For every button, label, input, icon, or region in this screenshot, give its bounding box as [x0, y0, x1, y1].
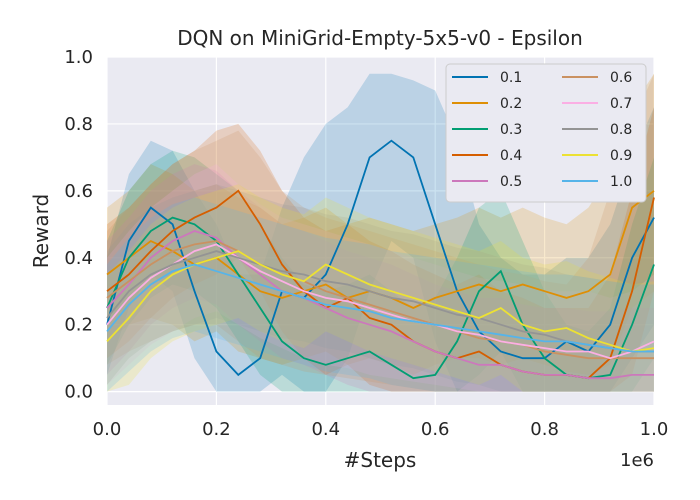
x-tick-label: 0.8 — [530, 419, 559, 440]
x-axis-label: #Steps — [344, 448, 417, 472]
y-tick-label: 0.2 — [64, 315, 93, 336]
legend-box — [445, 63, 647, 203]
line-series-0.7 — [106, 243, 655, 360]
x-offset-label: 1e6 — [620, 450, 654, 471]
band-series-0.2 — [107, 73, 654, 375]
y-tick-label: 0.6 — [64, 181, 93, 202]
line-series-0.6 — [106, 240, 654, 360]
x-tick-label: 0.6 — [421, 419, 450, 440]
chart-title: DQN on MiniGrid-Empty-5x5-v0 - Epsilon — [177, 26, 583, 50]
line-series-0.8 — [106, 250, 654, 353]
legend-label-0.7: 0.7 — [610, 96, 632, 112]
y-tick-labels: 0.0 0.2 0.4 0.6 0.8 1.0 — [64, 47, 93, 403]
legend-label-0.1: 0.1 — [500, 70, 522, 86]
line-series-0.9 — [106, 250, 655, 353]
y-tick-label: 0.8 — [64, 114, 93, 135]
band-series-0.7 — [107, 164, 654, 392]
band-series-0.3 — [107, 150, 654, 392]
legend-label-0.8: 0.8 — [610, 122, 632, 138]
band-series-0.5 — [107, 164, 654, 392]
line-series-0.3 — [106, 216, 655, 380]
legend-label-0.9: 0.9 — [610, 148, 632, 164]
legend-label-0.3: 0.3 — [500, 122, 522, 138]
series-lines — [106, 139, 655, 380]
x-tick-label: 0.2 — [202, 419, 231, 440]
y-tick-label: 1.0 — [64, 47, 93, 68]
y-tick-label: 0.4 — [64, 248, 93, 269]
line-series-0.1 — [106, 139, 655, 377]
line-series-1.0 — [106, 263, 654, 353]
legend: 0.1 0.2 0.3 0.4 0.5 0.6 0.7 0.8 0.9 1.0 — [445, 63, 647, 203]
x-tick-label: 0.4 — [311, 419, 340, 440]
legend-label-1.0: 1.0 — [610, 174, 632, 190]
legend-label-0.2: 0.2 — [500, 96, 522, 112]
x-tick-label: 1.0 — [640, 419, 669, 440]
y-tick-label: 0.0 — [64, 382, 93, 403]
x-tick-label: 0.0 — [93, 419, 122, 440]
x-tick-labels: 0.0 0.2 0.4 0.6 0.8 1.0 — [93, 419, 669, 440]
legend-label-0.4: 0.4 — [500, 148, 522, 164]
legend-label-0.6: 0.6 — [610, 70, 632, 86]
line-series-0.5 — [106, 230, 654, 380]
y-axis-label: Reward — [29, 194, 53, 268]
legend-label-0.5: 0.5 — [500, 174, 522, 190]
